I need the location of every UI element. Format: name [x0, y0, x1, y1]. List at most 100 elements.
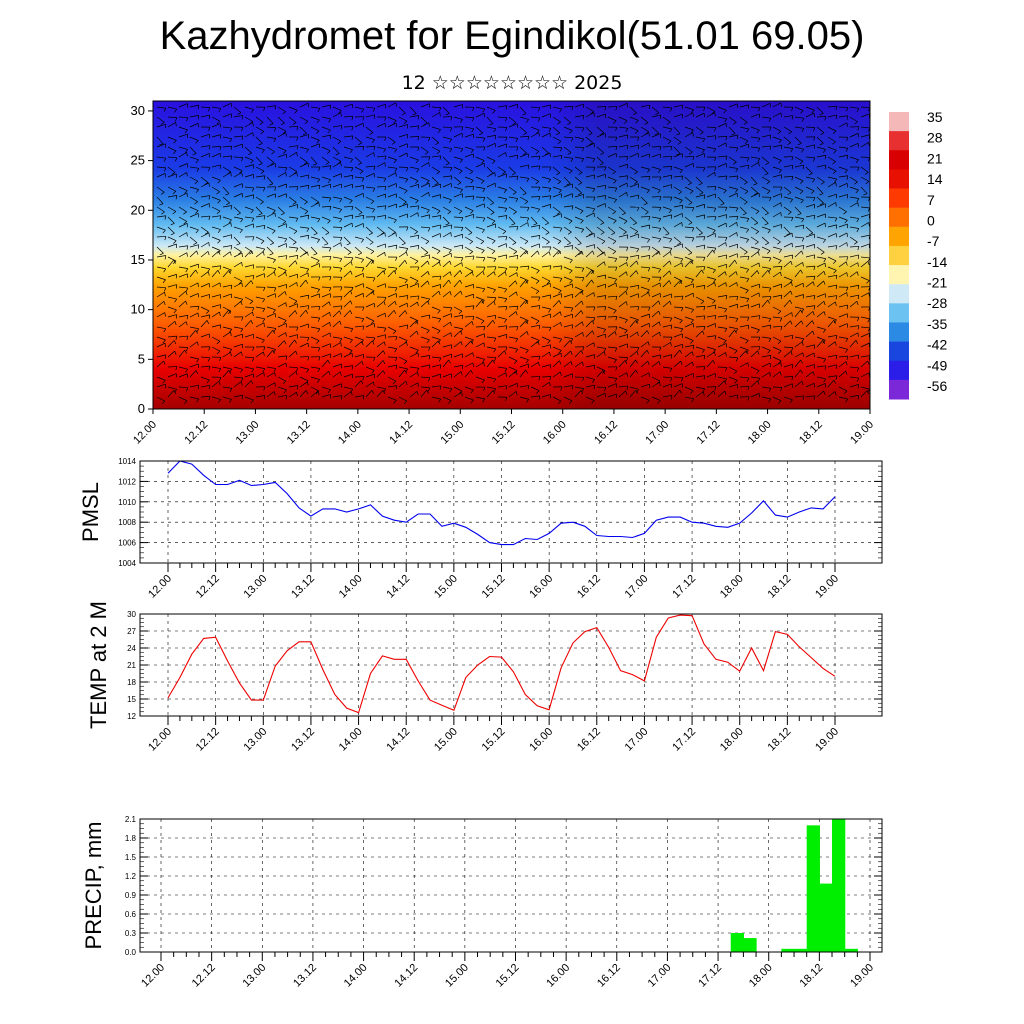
wind-barb-flag: [714, 112, 716, 117]
wind-barb-flag: [768, 268, 772, 273]
wind-barb-flag: [427, 227, 431, 232]
wind-barb: [530, 386, 540, 392]
wind-barb: [321, 370, 330, 378]
wind-barb: [321, 165, 331, 168]
wind-barb: [156, 196, 164, 204]
wind-barb: [486, 390, 494, 398]
wind-barb-flag: [525, 279, 529, 284]
wind-barb: [541, 294, 551, 298]
wind-barb: [794, 176, 804, 182]
wind-barb-flag: [843, 390, 848, 394]
wind-barb-flag: [170, 232, 175, 236]
wind-barb: [299, 134, 309, 138]
wind-barb: [739, 362, 749, 368]
wind-barb: [420, 246, 429, 253]
wind-barb: [288, 172, 297, 178]
wind-barb-flag: [482, 217, 486, 222]
wind-barb-flag: [857, 285, 860, 290]
wind-barb: [651, 361, 660, 368]
wind-barb-flag: [713, 148, 717, 153]
wind-barb-flag: [372, 188, 376, 192]
wind-barb-flag: [393, 270, 397, 275]
wind-barb: [354, 316, 364, 320]
wind-barb: [607, 276, 617, 280]
wind-barb-flag: [647, 360, 650, 365]
wind-barb-flag: [846, 155, 849, 160]
wind-barb-flag: [447, 211, 451, 215]
wind-barb-flag: [592, 330, 595, 335]
wind-barb: [167, 340, 175, 348]
wind-barb-flag: [538, 156, 541, 161]
wind-barb-flag: [195, 329, 199, 334]
wind-barb: [354, 214, 364, 218]
wind-barb: [805, 265, 815, 268]
wind-barb: [321, 301, 330, 308]
wind-barb: [398, 116, 408, 122]
wind-barb: [200, 365, 210, 368]
temp-y-tick-label: 15: [127, 695, 136, 704]
wind-barb-flag: [822, 329, 826, 333]
wind-barb-flag: [263, 372, 265, 377]
wind-barb: [574, 194, 584, 198]
wind-barb: [772, 271, 781, 278]
wind-barb: [167, 122, 176, 128]
wind-barb: [772, 156, 782, 161]
wind-barb-flag: [236, 243, 241, 246]
wind-barb: [486, 336, 496, 339]
wind-barb: [772, 112, 782, 118]
wind-barb: [684, 246, 693, 254]
wind-barb: [574, 290, 582, 298]
wind-barb-flag: [864, 171, 869, 175]
wind-barb-flag: [780, 295, 783, 300]
wind-barb: [233, 135, 243, 138]
wind-barb: [431, 136, 440, 144]
pmsl-x-tick-label: 14.12: [384, 573, 412, 601]
wind-barb: [849, 262, 859, 268]
wind-barb: [178, 335, 188, 338]
wind-barb-flag: [241, 172, 243, 177]
wind-barb: [299, 272, 309, 278]
wind-barb-flag: [868, 142, 870, 147]
wind-barb-flag: [482, 137, 486, 142]
wind-barb: [475, 236, 485, 242]
pmsl-x-tick-label: 12.12: [194, 573, 222, 601]
wind-barb-flag: [865, 181, 870, 185]
wind-barb: [343, 135, 353, 138]
wind-barb: [794, 262, 803, 268]
precip-x-tick-label: 18.12: [798, 962, 826, 990]
wind-barb: [838, 232, 848, 238]
wind-barb: [728, 116, 737, 123]
wind-barb-flag: [691, 237, 695, 242]
wind-barb-flag: [328, 370, 331, 375]
wind-barb: [585, 142, 595, 148]
wind-barb-flag: [460, 290, 463, 295]
wind-barb-flag: [240, 328, 244, 333]
wind-barb-flag: [670, 146, 673, 151]
wind-barb-flag: [358, 212, 363, 215]
wind-barb: [398, 176, 408, 180]
wind-barb-flag: [351, 206, 354, 211]
wind-barb-flag: [522, 113, 527, 116]
wind-barb-flag: [340, 242, 342, 247]
wind-barb-flag: [615, 266, 618, 271]
wind-barb-flag: [392, 380, 397, 385]
wind-barb: [288, 152, 297, 158]
wind-barb: [530, 165, 540, 168]
wind-barb: [464, 396, 474, 401]
wind-barb-flag: [280, 122, 285, 126]
wind-barb: [244, 280, 252, 288]
wind-barb: [651, 114, 661, 118]
wind-barb-flag: [186, 232, 188, 237]
wind-barb: [750, 251, 759, 258]
wind-barb: [475, 106, 485, 110]
wind-barb: [552, 206, 561, 213]
wind-barb-flag: [449, 291, 452, 296]
wind-barb-flag: [658, 228, 662, 233]
wind-barb-flag: [362, 146, 365, 151]
wind-barb: [453, 353, 463, 358]
wind-barb-flag: [208, 167, 211, 172]
wind-barb: [717, 282, 726, 288]
wind-barb: [563, 205, 573, 208]
wind-barb-flag: [489, 123, 494, 126]
